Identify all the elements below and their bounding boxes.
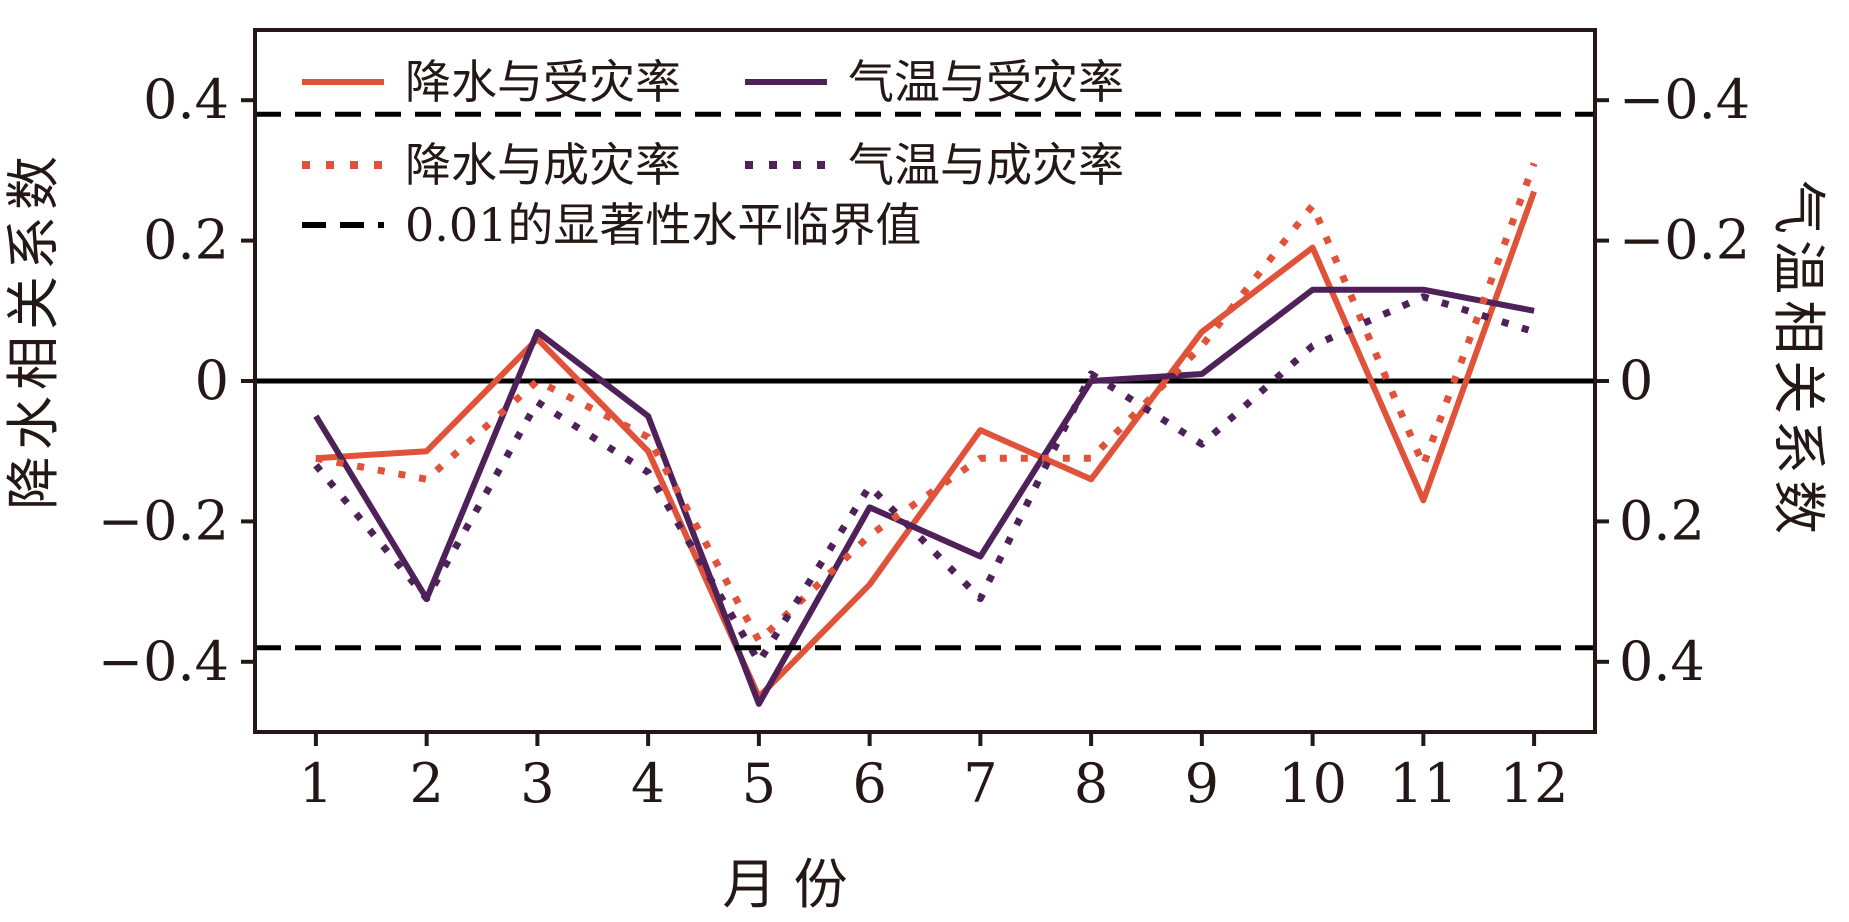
legend-label-4: 气温与成灾率: [848, 138, 1124, 192]
y-right-tick-label-1: −0.4: [1619, 68, 1750, 131]
y-left-tick-label-5: −0.4: [98, 630, 229, 693]
x-tick-label-1: 1: [299, 752, 333, 815]
legend-label-3: 降水与成灾率: [405, 138, 681, 192]
x-tick-label-9: 9: [1185, 752, 1219, 815]
y-left-tick-label-4: −0.2: [98, 489, 229, 552]
y-right-tick-label-5: 0.4: [1619, 630, 1705, 693]
y-left-tick-label-3: 0: [195, 349, 229, 412]
x-tick-label-8: 8: [1074, 752, 1108, 815]
x-tick-label-3: 3: [520, 752, 554, 815]
series-line-4: [313, 293, 1536, 666]
y-axis-title-right: 气温相关系数: [1767, 180, 1830, 540]
x-tick-label-7: 7: [963, 752, 997, 815]
y-right-tick-label-3: 0: [1619, 349, 1653, 412]
x-tick-label-6: 6: [852, 752, 886, 815]
x-tick-label-12: 12: [1500, 752, 1569, 815]
y-left-tick-label-2: 0.2: [143, 209, 229, 272]
y-right-tick-label-2: −0.2: [1619, 209, 1750, 272]
series-line-2: [313, 286, 1535, 707]
x-tick-label-11: 11: [1389, 752, 1458, 815]
legend-label-2: 气温与受灾率: [848, 55, 1124, 109]
axes: 1 2 3 4 5 6 7 8 9 10 11 120.40.20−0.2−0.4−0.4−0.200…: [98, 28, 1750, 815]
plot-area: [255, 111, 1595, 707]
series-line-1: [315, 190, 1537, 700]
x-tick-label-4: 4: [631, 752, 665, 815]
y-right-tick-label-4: 0.2: [1619, 489, 1705, 552]
x-tick-label-5: 5: [742, 752, 776, 815]
x-axis-title: 月 份: [722, 853, 847, 916]
series-line-3: [315, 162, 1538, 645]
y-axis-title-left: 降水相关系数: [2, 150, 65, 510]
x-tick-label-2: 2: [409, 752, 443, 815]
x-tick-label-10: 10: [1278, 752, 1347, 815]
y-left-tick-label-1: 0.4: [143, 68, 229, 131]
legend-label-1: 降水与受灾率: [405, 55, 681, 109]
legend-label-5: 0.01的显著性水平临界值: [405, 198, 921, 252]
